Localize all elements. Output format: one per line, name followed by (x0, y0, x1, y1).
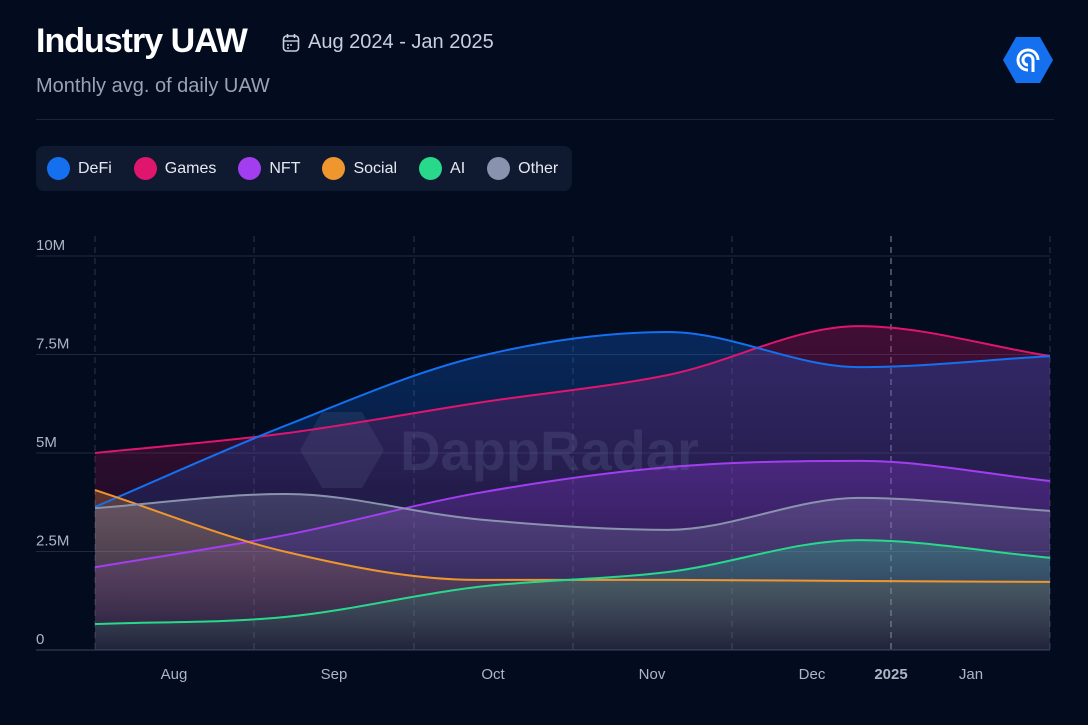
subtitle: Monthly avg. of daily UAW (36, 75, 270, 97)
legend-dot (487, 157, 511, 180)
dappradar-logo-icon (1003, 37, 1053, 83)
x-tick-label: 2025 (874, 666, 907, 683)
legend-label: AI (450, 159, 466, 177)
date-range-text: Aug 2024 - Jan 2025 (308, 31, 494, 53)
y-tick-label: 0 (36, 631, 44, 648)
legend-dot (322, 157, 346, 180)
date-range: Aug 2024 - Jan 2025 (282, 31, 494, 54)
x-tick-label: Sep (321, 666, 348, 683)
watermark: DappRadar (400, 419, 699, 482)
legend-item-ai[interactable]: AI (419, 157, 465, 180)
legend-dot (238, 157, 262, 180)
line-other[interactable] (94, 492, 1051, 531)
watermark-logo-icon (300, 412, 384, 488)
legend-label: DeFi (78, 159, 112, 177)
legend-dot (47, 157, 70, 180)
x-tick-label: Oct (481, 666, 505, 683)
legend-dot (133, 157, 157, 180)
y-tick-label: 10M (36, 237, 65, 254)
legend-item-nft[interactable]: NFT (238, 157, 300, 180)
y-tick-label: 2.5M (36, 533, 69, 550)
x-tick-label: Dec (799, 666, 826, 683)
line-defi[interactable] (94, 331, 1051, 508)
legend: DeFi Games NFT Social AI Other (36, 146, 573, 191)
legend-label: Social (353, 159, 398, 177)
legend-label: Games (164, 159, 217, 177)
legend-dot (419, 157, 443, 180)
area-ai (95, 540, 1050, 650)
legend-item-social[interactable]: Social (322, 157, 397, 180)
x-tick-label: Nov (639, 666, 666, 683)
y-tick-label: 7.5M (36, 336, 69, 353)
x-tick-label: Jan (959, 666, 983, 683)
page-title: Industry UAW (36, 22, 248, 60)
legend-label: Other (518, 159, 559, 177)
legend-item-games[interactable]: Games (133, 157, 217, 180)
y-tick-label: 5M (36, 434, 57, 451)
legend-item-defi[interactable]: DeFi (47, 157, 112, 180)
legend-label: NFT (269, 159, 301, 177)
calendar-icon (282, 33, 300, 52)
header-divider (36, 119, 1054, 120)
legend-item-other[interactable]: Other (487, 157, 558, 180)
line-nft[interactable] (94, 459, 1051, 569)
line-ai[interactable] (94, 539, 1051, 625)
x-tick-label: Aug (161, 666, 188, 683)
watermark-group: DappRadar (300, 412, 699, 488)
line-games[interactable] (94, 325, 1051, 454)
